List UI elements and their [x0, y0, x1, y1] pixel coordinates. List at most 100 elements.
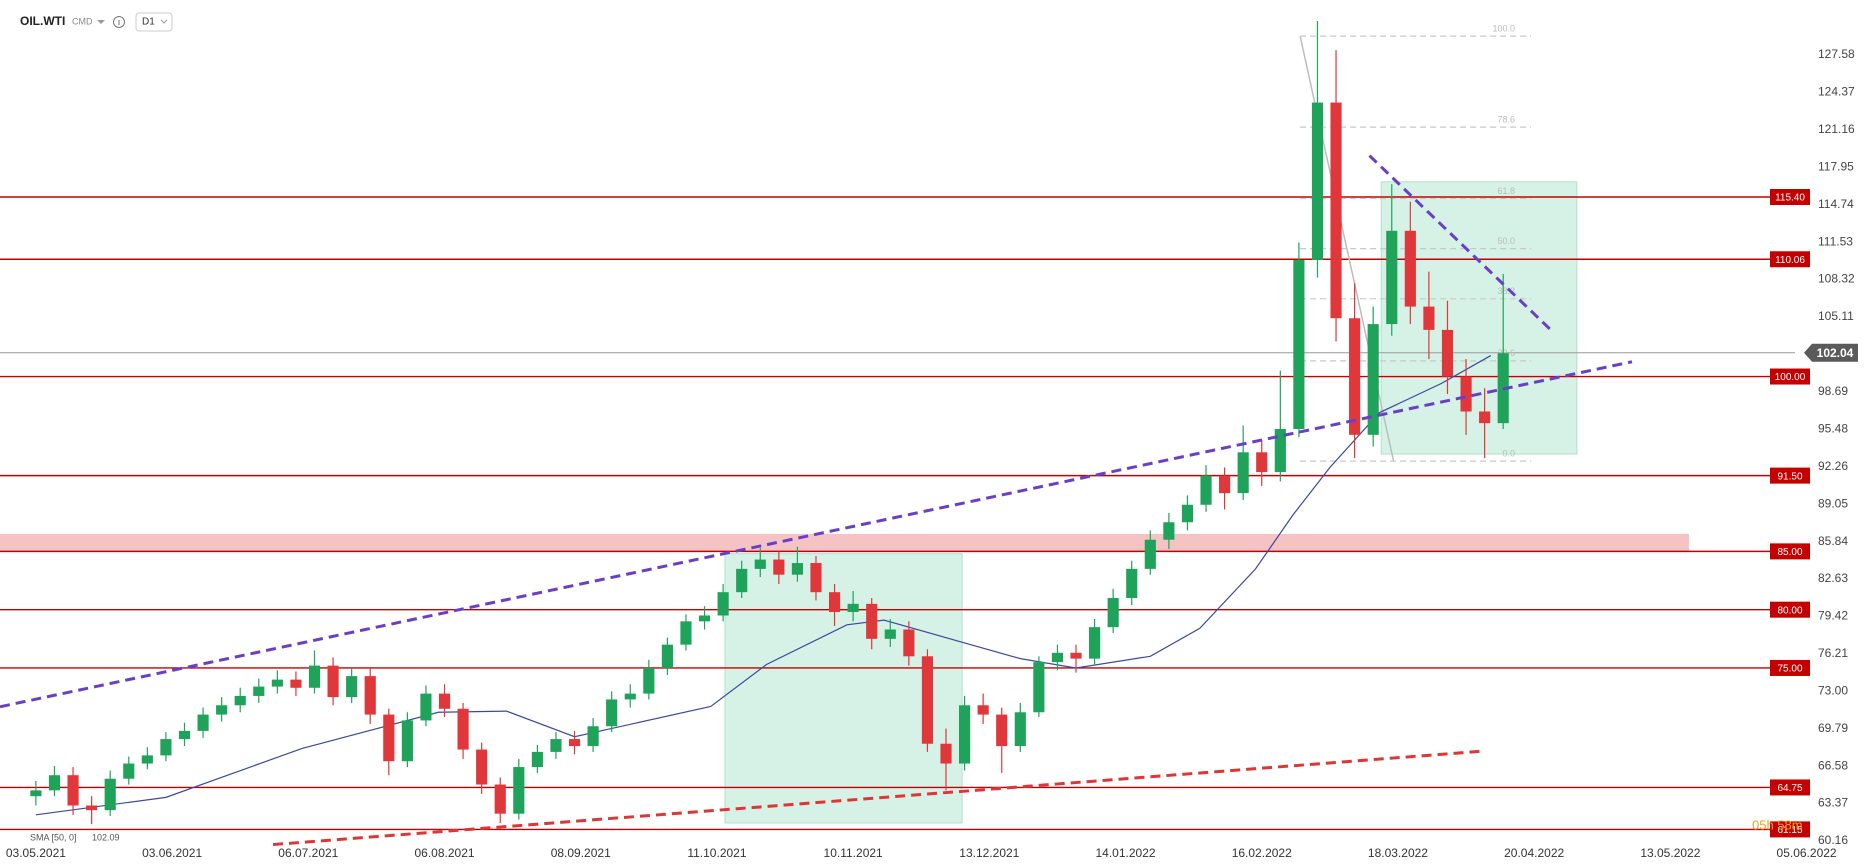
y-tick-label: 76.21 — [1818, 646, 1848, 660]
candle-body — [1070, 652, 1082, 659]
candle-body — [1441, 329, 1454, 377]
x-tick-label: 13.05.2022 — [1640, 846, 1700, 860]
candle-body — [791, 563, 803, 575]
candle-body — [30, 790, 42, 797]
candle-body — [1219, 475, 1231, 494]
x-tick-label: 11.10.2021 — [687, 846, 746, 860]
candle-body — [1107, 598, 1119, 628]
candle-body — [420, 693, 432, 721]
candle-body — [86, 805, 98, 811]
candle-body — [959, 705, 971, 764]
candle-body — [977, 705, 989, 715]
x-tick-label: 10.11.2021 — [824, 846, 883, 860]
y-tick-label: 82.63 — [1818, 571, 1848, 585]
candle-body — [141, 755, 153, 764]
candle-body — [1386, 230, 1398, 325]
level-tag-label: 80.00 — [1777, 605, 1802, 616]
interval-select[interactable] — [135, 12, 173, 32]
candle-body — [828, 592, 841, 613]
candle-body — [1126, 568, 1138, 599]
level-tag — [1770, 659, 1810, 676]
candle-body — [457, 708, 469, 750]
candle-body — [253, 686, 265, 696]
sma-legend-value: 102.09 — [92, 832, 120, 842]
market: CMD — [72, 16, 93, 26]
candle-body — [1237, 452, 1249, 494]
last-price-tag — [1804, 343, 1858, 362]
candle-body — [476, 749, 488, 785]
candle-body — [736, 568, 748, 593]
candle-body — [1256, 452, 1268, 473]
y-tick-label: 92.26 — [1818, 459, 1848, 473]
candle-body — [401, 720, 413, 762]
candle-body — [104, 778, 116, 811]
y-tick-label: 95.48 — [1818, 421, 1848, 435]
y-tick-label: 63.37 — [1818, 796, 1848, 810]
level-tag — [1770, 543, 1810, 560]
y-tick-label: 114.74 — [1818, 197, 1854, 211]
x-tick-label: 20.04.2022 — [1504, 846, 1564, 860]
y-tick-label: 98.69 — [1818, 384, 1848, 398]
resistance-zone — [0, 533, 1689, 552]
candle-body — [996, 714, 1008, 747]
symbol[interactable]: OIL.WTI — [20, 14, 65, 28]
candle-body — [438, 693, 451, 709]
level-tag — [1770, 368, 1810, 385]
x-tick-label: 08.09.2021 — [551, 846, 611, 860]
y-tick-label: 124.37 — [1818, 85, 1855, 99]
candle-body — [1051, 652, 1064, 663]
level-tag — [1770, 821, 1810, 838]
candle-body — [123, 763, 135, 779]
y-tick-label: 66.58 — [1818, 758, 1848, 772]
y-tick-label: 127.58 — [1818, 47, 1855, 61]
candle-body — [308, 665, 321, 688]
candle-body — [234, 695, 246, 706]
interval[interactable]: D1 — [142, 17, 155, 28]
candle-body — [1014, 712, 1026, 747]
candle-body — [1163, 522, 1175, 540]
info-icon[interactable] — [113, 16, 125, 28]
level-tag-label: 61.15 — [1777, 825, 1802, 836]
level-tag-label: 115.40 — [1775, 193, 1805, 204]
candle-body — [1404, 230, 1416, 307]
fib-label: 61.8 — [1498, 186, 1516, 196]
candle-body — [1293, 259, 1305, 429]
candle-body — [568, 739, 581, 747]
candle-body — [624, 693, 636, 700]
candle-body — [1181, 504, 1194, 523]
toolbar: OIL.WTI CMD D1 — [20, 12, 173, 32]
candle-body — [866, 603, 878, 639]
x-tick-label: 18.03.2022 — [1368, 846, 1428, 860]
candle-body — [1479, 411, 1491, 424]
candle-body — [48, 775, 61, 791]
level-tag-label: 110.06 — [1775, 255, 1805, 266]
candle-body — [327, 665, 339, 698]
level-tag — [1770, 601, 1810, 618]
candle-body — [531, 751, 543, 768]
fib-label: 0.0 — [1503, 449, 1516, 459]
candle-body — [903, 629, 915, 657]
y-tick-label: 60.16 — [1818, 833, 1848, 847]
y-tick-label: 69.79 — [1818, 721, 1848, 735]
trendline — [1368, 154, 1554, 333]
candle-body — [1200, 475, 1212, 505]
fib-label: 100.0 — [1493, 24, 1516, 34]
candle-body — [717, 592, 729, 616]
x-tick-label: 03.06.2021 — [142, 846, 202, 860]
candle-body — [810, 563, 822, 593]
price-axis — [1795, 0, 1866, 865]
candle-body — [847, 603, 859, 613]
x-tick-label: 06.07.2021 — [278, 846, 338, 860]
candle-body — [643, 667, 655, 694]
candle-body — [290, 679, 302, 688]
level-tag-label: 64.75 — [1777, 783, 1802, 794]
y-tick-label: 105.11 — [1818, 309, 1854, 323]
candle-body — [698, 615, 711, 622]
y-tick-label: 117.95 — [1818, 159, 1854, 173]
candle-body — [1423, 306, 1435, 330]
dropdown-caret[interactable] — [97, 20, 105, 24]
x-tick-label: 16.02.2022 — [1232, 846, 1292, 860]
